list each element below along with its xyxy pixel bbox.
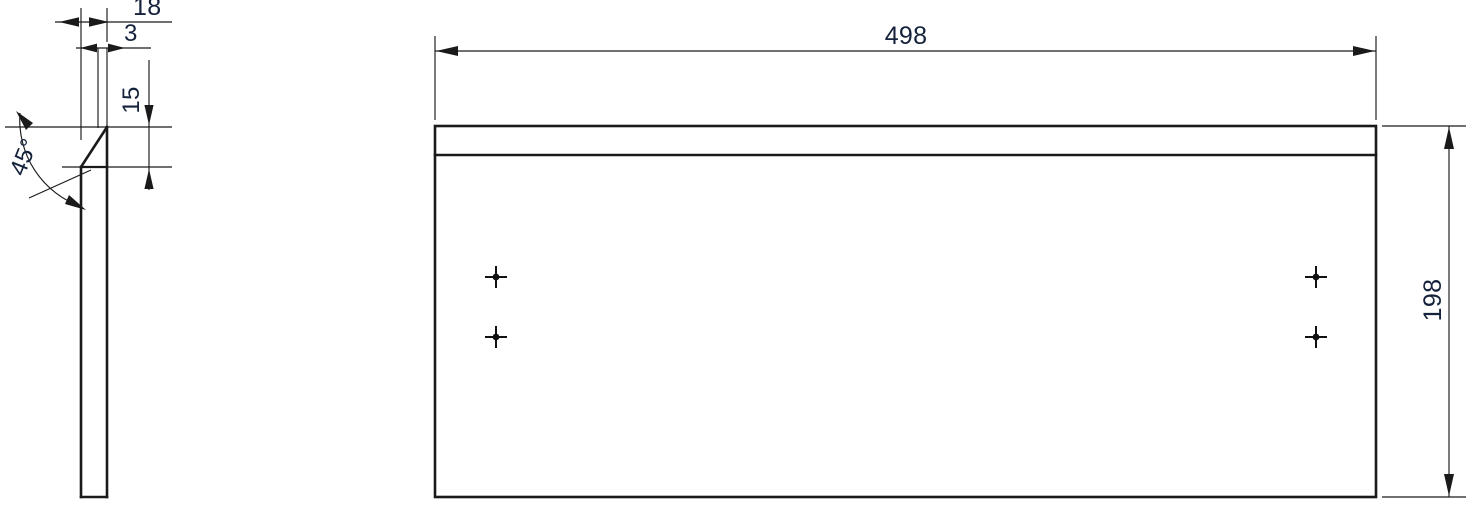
arrow-3-left [80, 43, 97, 53]
hole-top-left [485, 266, 507, 288]
arrow-15-top [144, 105, 154, 125]
dimension-3: 3 [76, 20, 151, 53]
dim-label-498: 498 [885, 22, 928, 50]
arrow-18-left [59, 17, 79, 27]
dim-label-3: 3 [124, 20, 138, 47]
arrow-45-bottom [65, 195, 86, 210]
arrow-18-right [89, 17, 109, 27]
arrow-3-right [108, 43, 125, 53]
hole-bottom-right [1305, 326, 1327, 348]
dimension-15: 15 [118, 86, 154, 189]
arrow-15-bottom [144, 169, 154, 189]
front-panel-view: 498 198 [433, 22, 1466, 499]
arrow-198-top [1444, 127, 1454, 149]
hole-center-top-left [492, 273, 500, 281]
arrow-498-right [1353, 46, 1375, 56]
arrow-498-left [436, 46, 458, 56]
hole-center-top-right [1312, 273, 1320, 281]
hole-center-bottom-left [492, 333, 500, 341]
dim-label-18: 18 [133, 0, 161, 21]
hole-center-bottom-right [1312, 333, 1320, 341]
panel-outline [433, 124, 1378, 499]
dim-label-198: 198 [1419, 279, 1447, 322]
dimension-498: 498 [435, 22, 1376, 56]
dimension-45-degrees: 45° [5, 111, 92, 210]
leader-45-tick [28, 169, 92, 199]
profile-construction-lines [5, 8, 172, 190]
profile-chamfer-45 [79, 125, 109, 169]
hole-top-right [1305, 266, 1327, 288]
dim-label-45: 45° [5, 135, 44, 180]
arrow-45-top [16, 111, 33, 130]
profile-outline [79, 125, 109, 499]
hole-bottom-left [485, 326, 507, 348]
dim-label-15: 15 [118, 86, 145, 113]
arrow-198-bottom [1444, 474, 1454, 496]
dimension-198: 198 [1419, 126, 1454, 497]
dimension-18: 18 [55, 0, 172, 27]
side-profile-view: 18 3 15 45° [5, 0, 172, 499]
